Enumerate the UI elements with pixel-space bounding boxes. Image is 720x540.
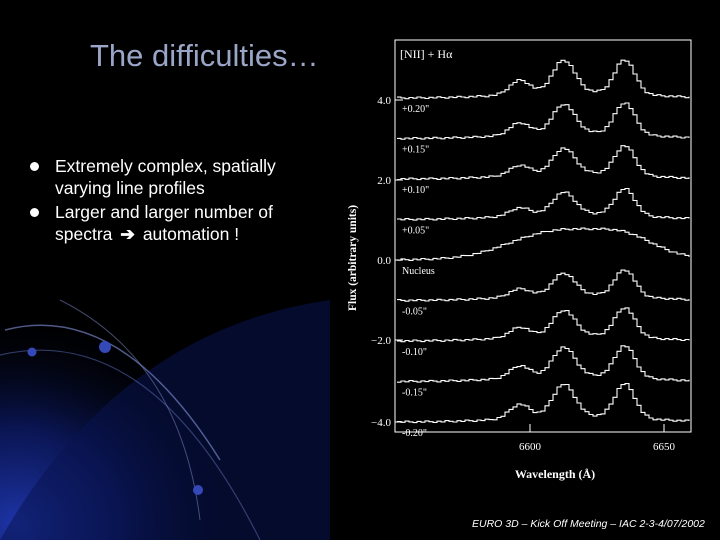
right-arrow-icon: ➔ [120, 224, 135, 244]
spectrum-label: Nucleus [402, 266, 435, 277]
footer-text: EURO 3D – Kick Off Meeting – IAC 2-3-4/0… [472, 518, 705, 530]
y-tick-label: −4.0 [371, 417, 391, 429]
bullet-dot-icon [30, 208, 39, 217]
x-tick-label: 6600 [519, 441, 542, 453]
bullet-item-2: Larger and larger number of spectra ➔ au… [30, 201, 330, 245]
x-tick-label: 6650 [653, 441, 676, 453]
orbit-dot-3 [193, 485, 203, 495]
spectrum-line [397, 145, 690, 181]
spectra-panel [394, 39, 692, 433]
bullet-text-2a: Larger and larger number of spectra [55, 202, 273, 244]
panel-label: [NII] + Hα [400, 47, 453, 61]
spectrum-label: +0.10" [402, 185, 429, 196]
y-ticks: 4.0 2.0 0.0 −2.0 −4.0 [371, 95, 403, 429]
spectra-labels: +0.20" +0.15" +0.10" +0.05" Nucleus -0.05" -0.… [402, 104, 435, 439]
x-axis-label: Wavelength (Å) [515, 467, 595, 481]
orbit-dot-2 [99, 341, 111, 353]
spectrum-line [397, 307, 690, 343]
spectrum-label: +0.05" [402, 226, 429, 237]
bullet-list: Extremely complex, spatially varying lin… [30, 155, 330, 247]
y-tick-label: 4.0 [377, 95, 391, 107]
y-axis-label: Flux (arbitrary units) [347, 205, 359, 311]
bullet-item-1: Extremely complex, spatially varying lin… [30, 155, 330, 199]
y-tick-label: 2.0 [377, 175, 391, 187]
spectrum-label: +0.15" [402, 145, 429, 156]
spectrum-label: -0.20" [402, 428, 427, 439]
plot-frame [394, 39, 692, 433]
spectrum-line [397, 345, 690, 383]
spectrum-line [397, 227, 690, 261]
spectrum-line [397, 187, 690, 221]
spectra-figure: [NII] + Hα Flux (arbitrary units) Wavele… [347, 39, 692, 481]
slide-title: The difficulties… [90, 38, 319, 73]
bullet-dot-icon [30, 162, 39, 171]
y-tick-label: −2.0 [371, 335, 391, 347]
spectrum-line [397, 102, 690, 140]
spectrum-line [397, 383, 690, 424]
x-ticks: 6600 6650 [519, 424, 676, 453]
spectrum-label: -0.15" [402, 388, 427, 399]
orbit-dot-1 [27, 347, 37, 357]
spectrum-line [397, 59, 690, 100]
spectra-group [397, 59, 690, 424]
y-tick-label: 0.0 [377, 255, 391, 267]
spectrum-label: -0.05" [402, 307, 427, 318]
bullet-text-1: Extremely complex, spatially varying lin… [55, 156, 276, 198]
spectrum-label: -0.10" [402, 347, 427, 358]
spectrum-line [397, 269, 690, 302]
spectrum-label: +0.20" [402, 104, 429, 115]
bullet-text-2b: automation ! [142, 224, 240, 244]
